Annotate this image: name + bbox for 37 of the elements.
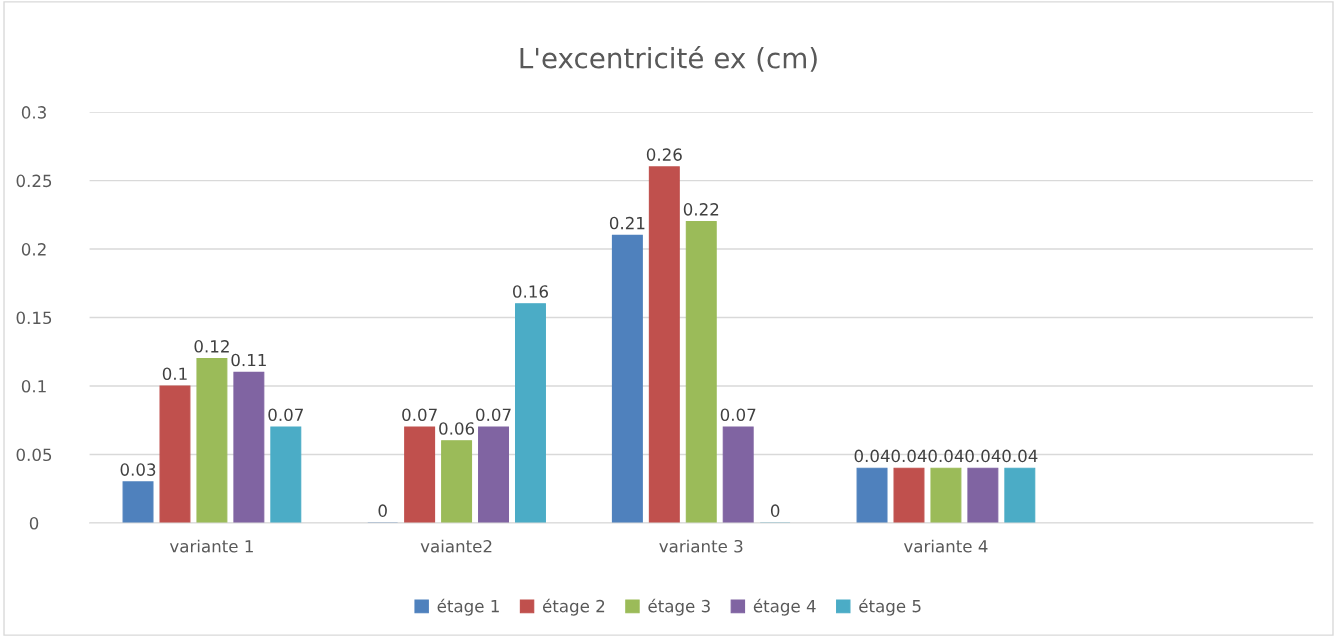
x-tick-label: variante 1: [169, 539, 253, 553]
legend-label: étage 5: [859, 598, 921, 616]
legend-label: étage 2: [542, 598, 605, 616]
data-label: 0: [378, 504, 387, 517]
y-tick-label: 0.3: [21, 106, 46, 119]
y-tick-label: 0.2: [21, 243, 46, 256]
data-label: 0.22: [683, 203, 719, 216]
data-label: 0.04: [1002, 449, 1038, 463]
data-label: 0.04: [928, 449, 964, 463]
y-tick-label: 0.05: [16, 448, 52, 462]
data-label: 0.11: [231, 353, 266, 367]
y-tick-label: 0.1: [21, 379, 46, 393]
data-label: 0.16: [513, 285, 548, 298]
data-label: 0.07: [402, 408, 437, 422]
y-tick-label: 0: [29, 516, 39, 530]
data-label: 0.04: [965, 449, 1001, 463]
x-tick-label: variante 3: [659, 539, 743, 553]
x-tick-label: vaiante2: [420, 539, 492, 553]
data-label: 0: [770, 504, 780, 517]
data-label: 0.1: [162, 367, 187, 381]
data-label: 0.07: [476, 408, 511, 422]
data-label: 0.04: [891, 449, 927, 463]
data-label: 0.03: [120, 463, 156, 476]
legend-label: étage 3: [648, 598, 710, 616]
data-label: 0.07: [720, 408, 756, 422]
x-tick-label: variante 4: [903, 539, 988, 553]
legend-label: étage 1: [437, 598, 499, 616]
legend-label: étage 4: [753, 598, 816, 616]
data-label: 0.21: [609, 216, 645, 230]
y-tick-label: 0.25: [16, 174, 52, 188]
data-label: 0.26: [646, 148, 682, 161]
chart-title: L'excentricité ex (cm): [520, 45, 817, 72]
y-tick-label: 0.15: [16, 311, 52, 325]
data-label: 0.06: [439, 422, 475, 435]
data-label: 0.04: [854, 449, 890, 463]
data-label: 0.12: [194, 340, 229, 353]
data-label: 0.07: [268, 408, 303, 422]
